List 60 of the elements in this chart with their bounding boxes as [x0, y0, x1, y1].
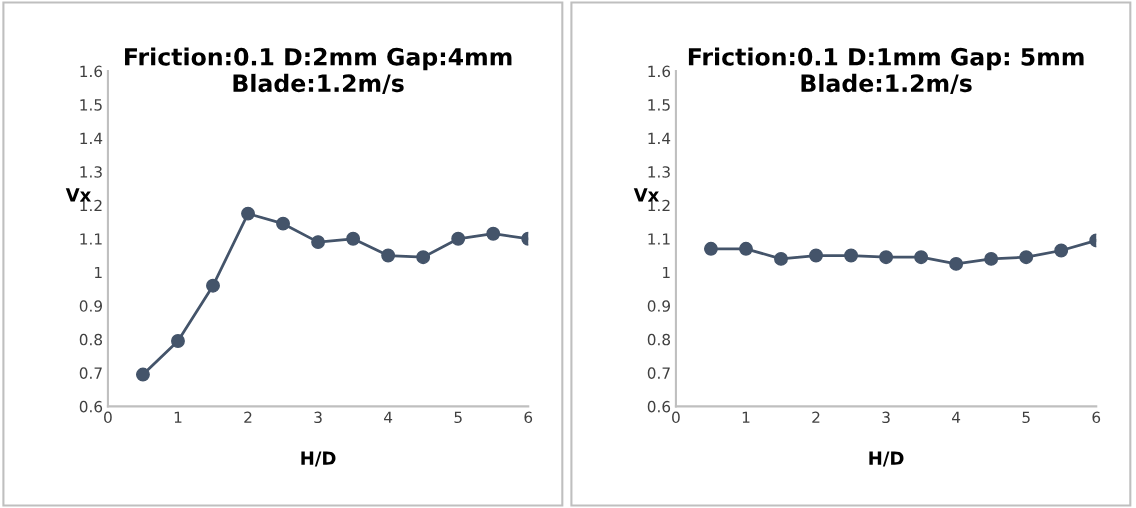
x-tick-label: 5 — [1022, 411, 1030, 424]
point — [809, 248, 823, 263]
y-tick-label: 0.9 — [647, 300, 670, 312]
x-axis-title: H/D — [869, 451, 904, 467]
point — [739, 241, 753, 256]
point — [241, 206, 255, 221]
point — [486, 226, 501, 241]
y-tick-label: 0.7 — [647, 367, 670, 379]
y-tick-label: 0.8 — [647, 333, 671, 346]
point — [311, 235, 326, 250]
point — [276, 216, 290, 231]
x-axis-title: H/D — [301, 451, 336, 467]
x-tick-label: 6 — [524, 411, 533, 424]
x-tick-label: 2 — [812, 411, 820, 423]
x-tick-label: 3 — [314, 411, 322, 424]
y-tick-label: 1.1 — [80, 233, 102, 245]
y-tick-label: 1.4 — [80, 132, 103, 144]
point — [949, 256, 964, 271]
point — [984, 251, 999, 266]
point — [1019, 250, 1034, 265]
x-tick-label: 1 — [174, 411, 182, 423]
chart-title: Friction:0.1 D:1mm Gap: 5mm Blade:1.2m/s — [688, 47, 1084, 94]
point — [704, 241, 718, 256]
y-tick-label: 1.1 — [648, 233, 670, 245]
y-tick-label: 1 — [663, 266, 670, 279]
y-tick-label: 1.4 — [648, 132, 671, 144]
y-tick-label: 0.6 — [79, 400, 103, 413]
y-tick-label: 1 — [95, 266, 102, 279]
chart-title: Friction:0.1 D:2mm Gap:4mm Blade:1.2m/s — [125, 47, 512, 94]
point — [844, 248, 858, 263]
point — [381, 248, 396, 263]
y-tick-label: 1.5 — [648, 99, 670, 111]
y-tick-label: 1.6 — [80, 65, 103, 78]
x-tick-label: 3 — [882, 411, 890, 424]
point — [136, 367, 150, 382]
point — [416, 250, 431, 265]
point — [451, 231, 466, 246]
x-tick-label: 0 — [672, 411, 680, 424]
y-tick-label: 0.9 — [79, 300, 102, 312]
point — [1054, 243, 1069, 258]
x-tick-label: 5 — [454, 411, 462, 424]
y-tick-label: 0.6 — [647, 400, 671, 413]
point — [879, 250, 894, 265]
x-tick-label: 4 — [384, 411, 393, 423]
x-tick-label: 4 — [952, 411, 961, 423]
point — [171, 334, 185, 348]
y-tick-label: 1.3 — [648, 166, 670, 178]
y-tick-label: 1.5 — [80, 99, 102, 111]
y-tick-label: 1.6 — [648, 65, 671, 78]
x-tick-label: 2 — [244, 411, 252, 423]
point — [914, 250, 929, 265]
x-tick-label: 0 — [104, 411, 112, 424]
x-tick-label: 6 — [1092, 411, 1101, 424]
y-tick-label: 0.7 — [79, 367, 102, 379]
point — [774, 251, 788, 266]
point — [346, 231, 361, 246]
y-tick-label: 0.8 — [79, 333, 103, 346]
point — [206, 278, 220, 293]
y-tick-label: 1.3 — [80, 166, 102, 178]
x-tick-label: 1 — [742, 411, 750, 423]
